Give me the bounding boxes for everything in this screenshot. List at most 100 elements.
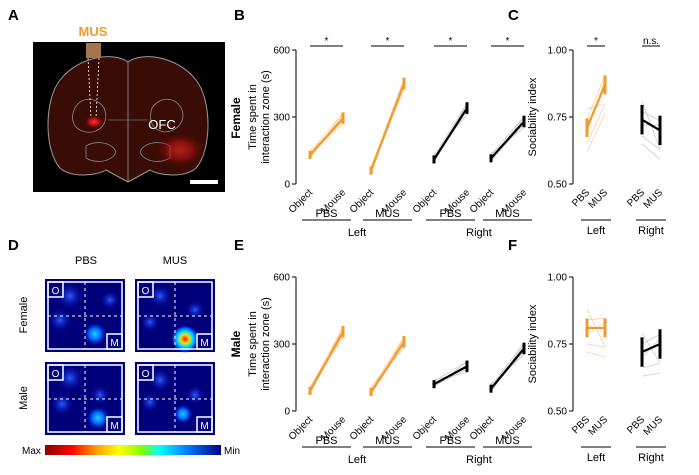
mouse-corner-label: M bbox=[110, 421, 118, 432]
colorbar-min-label: Min bbox=[224, 446, 240, 457]
individual-line bbox=[309, 120, 344, 157]
cat-label-object: Object bbox=[287, 414, 315, 442]
group-label-drug: PBS bbox=[315, 435, 337, 447]
side-label-right: Right bbox=[466, 454, 492, 466]
group-label-drug: PBS bbox=[439, 208, 461, 220]
cat-label-object: Object bbox=[348, 187, 376, 215]
series-line-0 bbox=[309, 331, 344, 392]
heatmap-hotspot bbox=[171, 325, 199, 353]
individual-line bbox=[641, 111, 661, 122]
panel-letter-c: C bbox=[508, 7, 519, 24]
individual-line bbox=[586, 113, 606, 153]
row-label-female: Female bbox=[229, 97, 243, 139]
individual-line bbox=[641, 143, 661, 160]
object-corner bbox=[137, 281, 154, 298]
heatmap-2: OM bbox=[45, 362, 125, 435]
y-tick-label: 0.75 bbox=[548, 340, 568, 351]
f-ylabel: Sociability index bbox=[527, 304, 539, 383]
cat-label-object: Object bbox=[468, 187, 496, 215]
y-tick-label: 0 bbox=[284, 407, 290, 418]
cat-label-mus: MUS bbox=[642, 187, 666, 211]
heatmap-0: OM bbox=[45, 279, 125, 352]
individual-line bbox=[586, 103, 606, 144]
ofc-label: OFC bbox=[148, 117, 175, 132]
significance-marker: * bbox=[449, 36, 453, 47]
object-corner bbox=[47, 364, 64, 381]
object-corner-label: O bbox=[52, 369, 60, 380]
heatmap-hotspot bbox=[185, 300, 205, 320]
side-label-right: Right bbox=[638, 225, 664, 237]
heatmap-hotspot bbox=[50, 392, 74, 416]
series-line-1 bbox=[641, 342, 661, 354]
mouse-corner bbox=[196, 416, 213, 433]
panel-letter-d: D bbox=[8, 237, 19, 254]
series-line-1 bbox=[369, 83, 406, 171]
y-tick-label: 1.00 bbox=[548, 273, 568, 284]
cat-label-mus: MUS bbox=[587, 414, 611, 438]
b-ylabel-line2: interaction zone (s) bbox=[260, 70, 272, 164]
side-label-left: Left bbox=[587, 225, 605, 237]
object-corner-label: O bbox=[142, 286, 150, 297]
brain-section-image bbox=[33, 42, 225, 192]
mouse-corner-label: M bbox=[200, 338, 208, 349]
mouse-corner-label: M bbox=[200, 421, 208, 432]
individual-line bbox=[490, 350, 525, 391]
heatmap-hotspot bbox=[148, 368, 172, 392]
individual-line bbox=[433, 368, 468, 387]
heatmap-hotspot bbox=[148, 284, 172, 308]
series-line-3 bbox=[490, 347, 525, 390]
colorbar-max-label: Max bbox=[22, 446, 41, 457]
series-line-1 bbox=[641, 118, 661, 132]
heatmap-hotspot bbox=[140, 392, 160, 412]
cat-label-object: Object bbox=[287, 187, 315, 215]
series-line-0 bbox=[309, 117, 344, 156]
individual-line bbox=[433, 361, 468, 382]
heatmap-hotspot bbox=[56, 364, 84, 392]
individual-line bbox=[586, 351, 606, 358]
heatmap-hotspot bbox=[86, 406, 110, 430]
cat-label-object: Object bbox=[348, 414, 376, 442]
individual-line bbox=[490, 123, 525, 161]
heatmap-hotspot bbox=[90, 385, 110, 405]
side-label-left: Left bbox=[587, 452, 605, 464]
group-label-drug: PBS bbox=[439, 435, 461, 447]
row-label-male: Male bbox=[229, 330, 243, 357]
side-label-right: Right bbox=[638, 452, 664, 464]
object-corner bbox=[137, 364, 154, 381]
y-tick-label: 600 bbox=[273, 46, 290, 57]
y-tick-label: 1.00 bbox=[548, 46, 568, 57]
panel-letter-e: E bbox=[234, 237, 244, 254]
heatmap-1: OM bbox=[135, 279, 215, 353]
e-ylabel-line1: Time spent in bbox=[247, 311, 259, 377]
panel-letter-f: F bbox=[508, 237, 517, 254]
y-tick-label: 0 bbox=[284, 180, 290, 191]
individual-line bbox=[641, 333, 661, 345]
individual-line bbox=[586, 317, 606, 321]
cat-label-object: Object bbox=[411, 414, 439, 442]
y-tick-label: 0.75 bbox=[548, 113, 568, 124]
group-label-drug: MUS bbox=[375, 208, 399, 220]
heatmap-hotspot bbox=[100, 290, 120, 310]
heatmap-hotspot bbox=[48, 308, 72, 332]
heatmap-hotspot bbox=[185, 385, 205, 405]
series-line-2 bbox=[433, 107, 468, 161]
heatmap-row-male: Male bbox=[18, 386, 30, 410]
c-ylabel: Sociability index bbox=[527, 77, 539, 156]
series-line-2 bbox=[433, 365, 468, 386]
series-line-3 bbox=[490, 120, 525, 160]
individual-line bbox=[641, 372, 661, 377]
y-tick-label: 300 bbox=[273, 113, 290, 124]
panel-letter-b: B bbox=[234, 7, 245, 24]
side-label-left: Left bbox=[348, 227, 366, 239]
mouse-corner bbox=[196, 333, 213, 350]
y-tick-label: 300 bbox=[273, 340, 290, 351]
cat-label-mus: MUS bbox=[587, 187, 611, 211]
heatmap-3: OM bbox=[135, 362, 215, 435]
mus-label: MUS bbox=[79, 24, 108, 39]
heatmap-hotspot bbox=[56, 282, 84, 310]
heatmap-hotspot bbox=[140, 312, 160, 332]
